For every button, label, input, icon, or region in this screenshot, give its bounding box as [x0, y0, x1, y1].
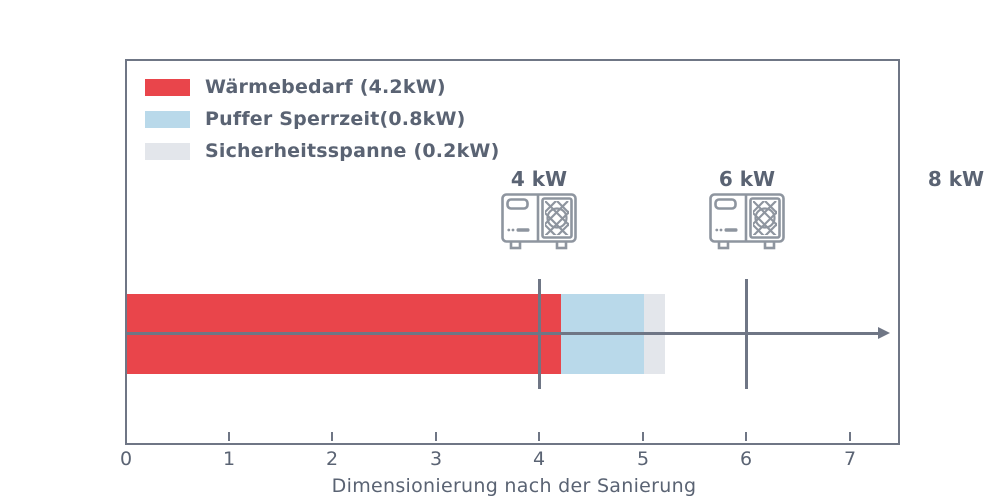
tick-label-5: 5 — [636, 448, 650, 470]
heat-pump-icon-4kw — [501, 193, 577, 250]
tick-mark-5 — [642, 432, 644, 441]
tick-mark-4 — [538, 432, 540, 441]
tick-mark-0 — [125, 432, 127, 441]
x-axis-title: Dimensionierung nach der Sanierung — [331, 475, 697, 497]
axis-arrowhead-icon — [878, 327, 890, 339]
marker-label-8kw: 8 kW — [927, 167, 985, 191]
axis-arrow-line — [125, 332, 882, 335]
pump-detail-dots — [507, 228, 530, 232]
tick-label-6: 6 — [739, 448, 753, 470]
legend-item-waermebedarf: Wärmebedarf (4.2kW) — [145, 71, 499, 103]
tick-mark-2 — [331, 432, 333, 441]
legend-swatch-red — [145, 78, 190, 96]
tick-mark-3 — [435, 432, 437, 441]
tick-label-3: 3 — [429, 448, 443, 470]
legend-label: Wärmebedarf (4.2kW) — [205, 76, 446, 98]
tick-label-2: 2 — [325, 448, 339, 470]
marker-label-4kw: 4 kW — [510, 167, 568, 191]
heat-pump-icon-6kw — [709, 193, 785, 250]
tick-label-0: 0 — [119, 448, 133, 470]
legend-label: Sicherheitsspanne (0.2kW) — [205, 140, 500, 162]
legend-swatch-gray — [145, 142, 190, 160]
tick-label-4: 4 — [532, 448, 546, 470]
tick-mark-7 — [849, 432, 851, 441]
legend: Wärmebedarf (4.2kW) Puffer Sperrzeit(0.8… — [145, 71, 499, 167]
legend-item-puffer-sperrzeit: Puffer Sperrzeit(0.8kW) — [145, 103, 499, 135]
pump-detail-dots — [715, 228, 738, 232]
tick-mark-1 — [228, 432, 230, 441]
plot-frame — [125, 59, 900, 445]
legend-item-sicherheitsspanne: Sicherheitsspanne (0.2kW) — [145, 135, 499, 167]
tick-label-1: 1 — [222, 448, 236, 470]
legend-swatch-blue — [145, 110, 190, 128]
marker-label-6kw: 6 kW — [718, 167, 776, 191]
legend-label: Puffer Sperrzeit(0.8kW) — [205, 108, 466, 130]
tick-label-7: 7 — [843, 448, 857, 470]
tick-mark-6 — [745, 432, 747, 441]
